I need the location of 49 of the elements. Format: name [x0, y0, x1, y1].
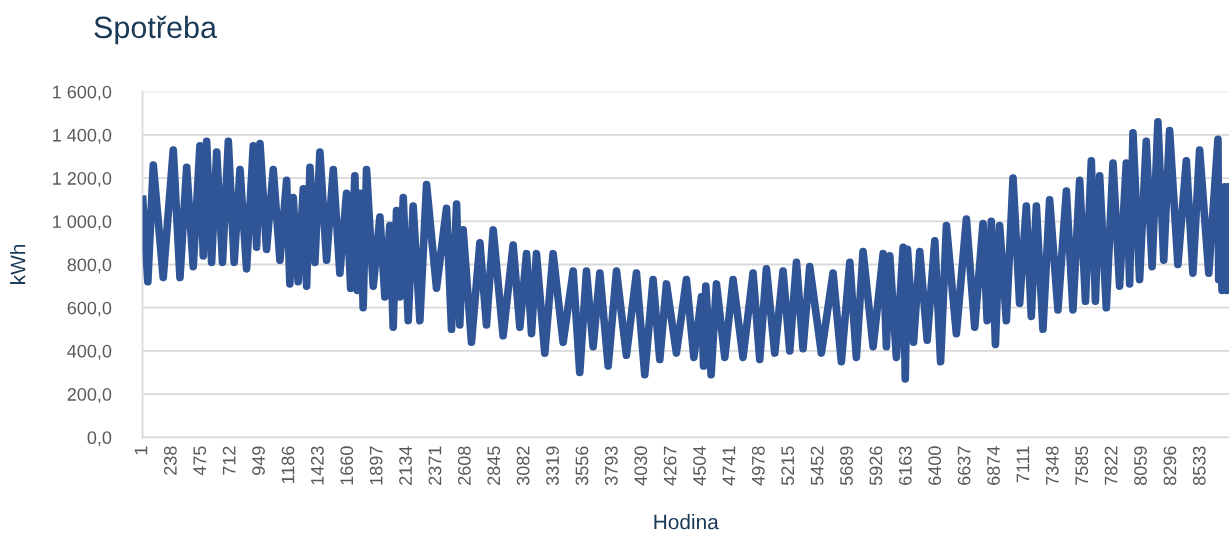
chart-title: Spotřeba [94, 15, 218, 45]
x-tick-label: 3319 [546, 446, 559, 486]
x-tick-label: 7822 [1104, 446, 1118, 485]
y-tick-label: 800,0 [67, 258, 112, 274]
x-tick-label: 3793 [604, 446, 618, 486]
x-tick-label: 1660 [340, 446, 354, 485]
y-tick-label: 600,0 [67, 301, 112, 317]
x-tick-label: 7111 [1016, 446, 1030, 483]
x-tick-label: 1 [134, 446, 148, 455]
y-tick-label: 1 200,0 [53, 172, 112, 187]
y-tick-label: 200,0 [67, 388, 112, 403]
x-tick-label: 7348 [1045, 446, 1059, 485]
x-tick-label: 6400 [928, 446, 942, 485]
x-tick-label: 6874 [987, 446, 1000, 485]
x-tick-label: 2608 [457, 446, 471, 485]
x-tick-label: 1897 [369, 446, 383, 485]
x-tick-label: 5926 [869, 446, 883, 486]
x-tick-label: 712 [222, 446, 236, 475]
y-tick-label: 1 600,0 [53, 85, 112, 101]
x-tick-label: 4504 [693, 446, 706, 486]
x-axis-title: Hodina [654, 514, 719, 530]
x-tick-label: 1186 [281, 446, 295, 484]
x-tick-label: 8059 [1134, 446, 1147, 486]
x-tick-label: 8296 [1163, 446, 1177, 486]
x-tick-label: 4267 [663, 446, 677, 486]
x-tick-label: 4741 [722, 446, 736, 486]
x-tick-label: 3082 [516, 446, 530, 486]
x-tick-label: 3556 [575, 446, 589, 486]
x-tick-label: 2845 [487, 446, 501, 485]
x-tick-label: 6637 [957, 446, 971, 485]
x-tick-label: 6163 [898, 446, 912, 485]
x-tick-label: 1423 [310, 446, 324, 485]
y-tick-label: 0,0 [87, 431, 112, 447]
x-tick-label: 2134 [399, 446, 412, 485]
x-tick-label: 949 [252, 446, 265, 475]
y-tick-label: 1 400,0 [53, 128, 112, 144]
y-tick-label: 1 000,0 [53, 215, 112, 231]
x-tick-label: 4978 [751, 446, 765, 486]
x-tick-label: 7585 [1075, 446, 1089, 485]
x-tick-label: 5689 [840, 446, 853, 486]
x-tick-label: 4030 [634, 446, 648, 486]
x-tick-label: 5452 [810, 446, 824, 486]
y-tick-label: 400,0 [67, 344, 112, 360]
x-tick-label: 5215 [781, 446, 795, 486]
y-axis-title: kWh [10, 245, 26, 284]
x-tick-label: 475 [193, 446, 207, 476]
x-tick-label: 8533 [1192, 446, 1206, 486]
x-tick-label: 238 [163, 446, 177, 475]
x-tick-label: 2371 [428, 446, 442, 485]
